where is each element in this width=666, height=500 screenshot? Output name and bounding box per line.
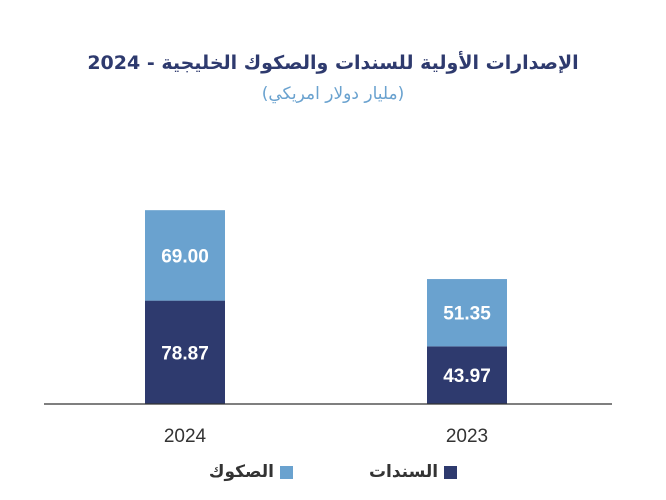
legend-item-sukuk: الصكوك (209, 462, 293, 482)
x-tick-label-2024: 2024 (164, 426, 207, 447)
legend-swatch-sukuk (279, 465, 293, 479)
data-label-2023-series-0: 43.97 (443, 366, 491, 387)
data-label-2024-series-1: 69.00 (161, 246, 209, 267)
bar-2024-series-0 (145, 300, 225, 404)
legend-swatch-bonds (444, 465, 458, 479)
legend-item-bonds: السندات (368, 462, 458, 482)
legend: السندات الصكوك (0, 462, 666, 482)
bar-2023-series-0 (427, 346, 507, 404)
chart-title: الإصدارات الأولية للسندات والصكوك الخليج… (87, 52, 579, 74)
bar-2024-series-1 (145, 210, 225, 301)
data-label-2023-series-1: 51.35 (443, 304, 491, 325)
x-tick-label-2023: 2023 (446, 426, 488, 447)
legend-label-sukuk: الصكوك (208, 462, 274, 482)
chart-subtitle: (مليار دولار امريكي) (261, 84, 405, 104)
bar-2023-series-1 (427, 279, 507, 347)
legend-label-bonds: السندات (368, 462, 439, 482)
data-label-2024-series-0: 78.87 (161, 343, 209, 364)
